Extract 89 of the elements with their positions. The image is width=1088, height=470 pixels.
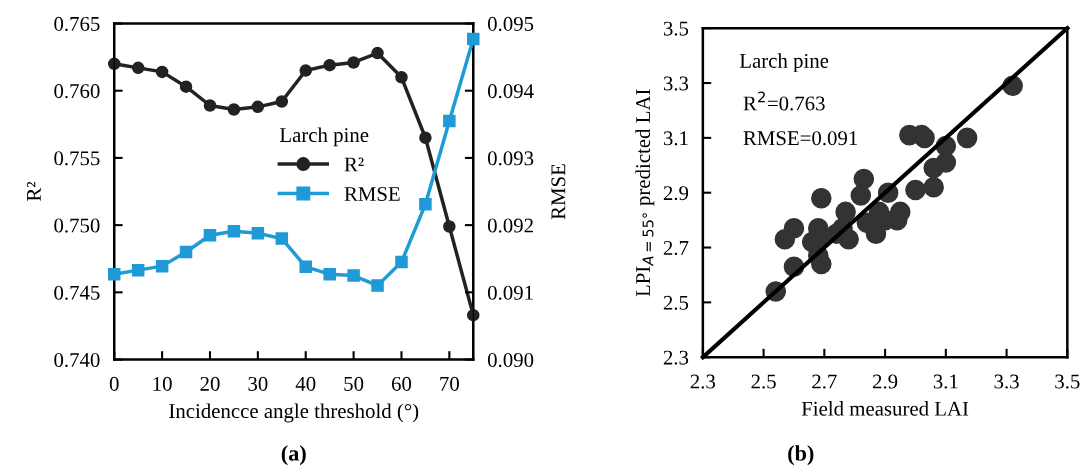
- y2-axis-title: RMSE: [551, 164, 566, 220]
- y-tick-label: 0.750: [54, 218, 100, 233]
- y-tick-label: 2.7: [663, 240, 689, 256]
- point: [131, 61, 145, 75]
- x-tick-label: 0: [109, 376, 119, 391]
- point: [155, 65, 169, 79]
- y-axis-title: R²: [26, 181, 41, 201]
- point: [956, 127, 978, 149]
- point: [251, 100, 265, 114]
- y-tick-label: 2.3: [663, 350, 689, 365]
- x-tick-label: 30: [248, 376, 268, 391]
- point: [811, 187, 832, 209]
- point: [774, 229, 796, 250]
- y-tick-label: 0.755: [54, 151, 100, 166]
- y-tick-label: 2.5: [663, 295, 689, 310]
- x-tick-label: 3.1: [933, 374, 958, 389]
- x-tick-label: 10: [153, 376, 172, 391]
- point: [251, 226, 265, 240]
- legend-title: Larch pine: [279, 127, 369, 147]
- point: [203, 99, 217, 112]
- x-tick-label: 40: [295, 376, 316, 391]
- text: (b): [788, 445, 814, 466]
- y-tick-label: 2.9: [663, 186, 689, 201]
- point: [395, 71, 408, 84]
- point: [443, 114, 456, 128]
- point: [419, 131, 432, 145]
- point: [323, 267, 336, 281]
- point: [347, 56, 360, 69]
- point: [323, 58, 336, 72]
- point: [905, 179, 926, 201]
- y-axis-title: LPI$_{A=55°}$ predicted LAI: [635, 89, 655, 297]
- x-tick-label: 70: [440, 376, 459, 391]
- y2-tick-label: 0.090: [487, 352, 534, 368]
- point: [865, 223, 887, 245]
- y-tick-label: 3.3: [663, 76, 689, 91]
- annotation: Larch pine: [739, 53, 829, 73]
- legend-label: R²: [344, 157, 364, 172]
- y-tick-label: 3.1: [663, 131, 688, 146]
- point: [835, 201, 856, 223]
- point: [275, 95, 289, 108]
- point: [227, 224, 241, 238]
- point: [179, 245, 193, 259]
- y2-tick-label: 0.093: [487, 151, 534, 166]
- point: [923, 176, 944, 198]
- x-tick-label: 50: [344, 376, 364, 391]
- x-tick-label: 3.3: [994, 374, 1019, 389]
- point: [443, 220, 456, 233]
- y2-tick-label: 0.091: [487, 285, 533, 300]
- y2-tick-label: 0.095: [487, 16, 534, 32]
- point: [347, 269, 360, 282]
- point: [299, 260, 312, 274]
- x-axis-title: Incidencce angle threshold (°): [169, 403, 419, 423]
- x-tick-label: 2.5: [751, 374, 776, 389]
- point: [227, 103, 241, 116]
- point: [107, 267, 121, 281]
- y-tick-label: 3.5: [663, 21, 689, 36]
- x-tick-label: 20: [200, 376, 220, 391]
- point: [850, 185, 872, 206]
- y2-tick-label: 0.092: [487, 218, 533, 233]
- legend-label: RMSE: [344, 186, 400, 201]
- x-tick-label: 3.5: [1055, 374, 1080, 389]
- y2-tick-label: 0.094: [487, 84, 534, 99]
- x-tick-label: 2.3: [690, 374, 716, 389]
- annotation: RMSE=0.091: [743, 131, 858, 146]
- point: [395, 255, 408, 269]
- point: [467, 32, 480, 46]
- point: [811, 253, 832, 275]
- y-tick-label: 0.745: [54, 285, 100, 300]
- point: [179, 80, 193, 93]
- x-tick-label: 2.7: [812, 374, 837, 389]
- x-axis-title: Field measured LAI: [801, 401, 969, 416]
- text: (a): [281, 445, 306, 466]
- point: [299, 64, 312, 77]
- point: [203, 228, 217, 242]
- point: [275, 232, 289, 245]
- point: [155, 259, 169, 273]
- x-tick-label: 2.9: [872, 374, 898, 389]
- annotation: R$^{2}$=0.763: [743, 91, 825, 111]
- x-tick-label: 60: [391, 376, 412, 391]
- y-tick-label: 0.760: [54, 84, 100, 99]
- point: [923, 157, 944, 179]
- point: [371, 46, 384, 60]
- point: [838, 229, 859, 250]
- point: [419, 198, 432, 211]
- point: [371, 279, 384, 292]
- point: [853, 168, 875, 190]
- y-tick-label: 0.740: [54, 352, 100, 368]
- y-tick-label: 0.765: [54, 16, 100, 32]
- point: [131, 263, 145, 277]
